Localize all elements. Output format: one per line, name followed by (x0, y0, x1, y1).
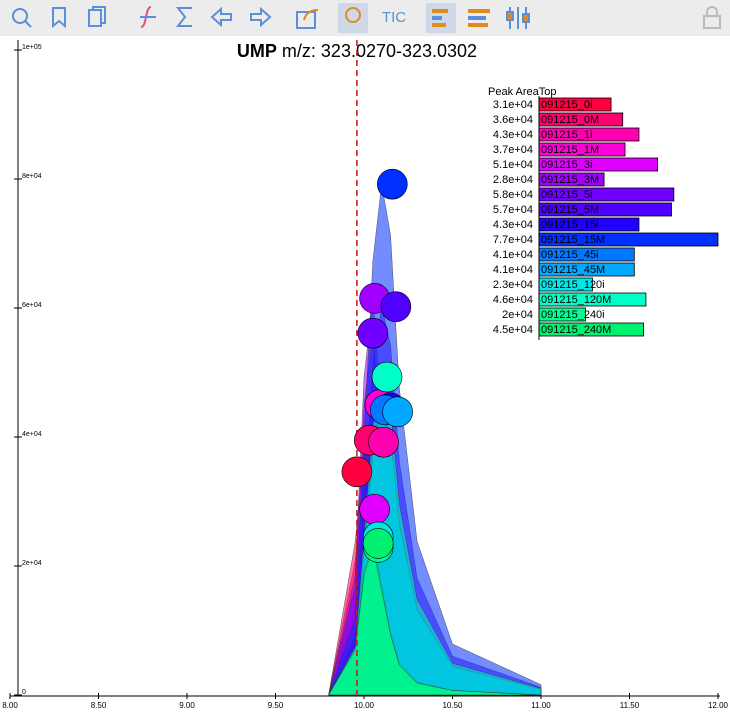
peak-marker[interactable] (357, 317, 389, 349)
legend-name: 091215_15M (541, 234, 605, 246)
peak-marker[interactable] (377, 168, 408, 200)
peak-marker[interactable] (359, 493, 390, 525)
peak-marker[interactable] (362, 528, 394, 559)
tic-button[interactable]: TIC (382, 9, 406, 26)
legend-name: 091215_120i (541, 279, 605, 291)
legend-name: 091215_3i (541, 159, 592, 171)
area-label: 4.3e+04 (493, 129, 533, 141)
x-tick-label: 11.00 (531, 701, 551, 710)
area-label: 4.3e+04 (493, 219, 533, 231)
title-compound: UMP (237, 41, 277, 61)
legend-name: 091215_45M (541, 264, 605, 276)
area-label: 4.6e+04 (493, 294, 533, 306)
legend-name: 091215_120M (541, 294, 611, 306)
legend-name: 091215_5i (541, 189, 592, 201)
peak-marker[interactable] (382, 396, 413, 428)
legend-name: 091215_240i (541, 309, 605, 321)
chromatogram-area (328, 543, 542, 696)
area-label: 5.8e+04 (493, 189, 533, 201)
area-label: 3.6e+04 (493, 114, 533, 126)
boxplot-button[interactable] (506, 7, 530, 29)
area-label: 2.8e+04 (493, 174, 533, 186)
chart: UMP m/z: 323.0270-323.0302 0 2e+04 4e+04 6e… (0, 36, 730, 717)
integrate-button[interactable] (140, 6, 156, 28)
x-tick-label: 9.50 (268, 701, 284, 710)
peak-marker[interactable] (371, 361, 403, 393)
x-tick-label: 8.50 (91, 701, 107, 710)
x-tick-label: 8.00 (2, 701, 18, 710)
area-label: 3.7e+04 (493, 144, 533, 156)
legend-name: 091215_240M (541, 324, 611, 336)
legend-name: 091215_1M (541, 144, 599, 156)
x-tick-label: 9.00 (179, 701, 195, 710)
y-tick-label: 6e+04 (22, 302, 42, 309)
title-mz: m/z: 323.0270-323.0302 (282, 41, 477, 61)
x-tick-label: 10.50 (442, 701, 463, 710)
copy-button[interactable] (88, 6, 106, 27)
x-tick-label: 12.00 (708, 701, 729, 710)
area-label: 4.1e+04 (493, 249, 533, 261)
bars-icon (432, 9, 448, 27)
y-tick-label: 4e+04 (22, 431, 42, 438)
area-label: 5.7e+04 (493, 204, 533, 216)
peak-marker[interactable] (380, 291, 412, 323)
toolbar: TIC (0, 0, 730, 36)
area-label: 2e+04 (502, 309, 533, 321)
chart-title: UMP m/z: 323.0270-323.0302 (237, 41, 477, 61)
legend-name: 091215_3M (541, 174, 599, 186)
zoom-button[interactable] (12, 8, 32, 28)
y-tick-label: 8e+04 (22, 173, 42, 180)
y-tick-label: 1e+05 (22, 44, 42, 51)
bookmark-button[interactable] (52, 7, 66, 29)
legend-title: Peak AreaTop (488, 86, 557, 98)
back-button[interactable] (210, 6, 232, 28)
legend-name: 091215_1i (541, 129, 592, 141)
legend-name: 091215_45i (541, 249, 599, 261)
legend-name: 091215_15i (541, 219, 599, 231)
area-label: 3.1e+04 (493, 99, 533, 111)
area-label: 2.3e+04 (493, 279, 533, 291)
table-button[interactable] (468, 9, 490, 27)
area-label: 7.7e+04 (493, 234, 533, 246)
lock-button[interactable] (703, 6, 721, 29)
area-label: 5.1e+04 (493, 159, 533, 171)
legend-name: 091215_0i (541, 99, 592, 111)
y-tick-label: 2e+04 (22, 560, 42, 567)
y-tick-label: 0 (22, 689, 26, 696)
x-tick-label: 10.00 (354, 701, 375, 710)
peak-marker[interactable] (341, 456, 373, 488)
area-label: 4.5e+04 (493, 324, 533, 336)
x-tick-label: 11.50 (620, 701, 640, 710)
peak-marker[interactable] (368, 426, 399, 458)
sum-button[interactable] (175, 7, 192, 27)
area-label: 4.1e+04 (493, 264, 533, 276)
peak-icon (345, 7, 361, 23)
export-button[interactable] (296, 9, 319, 29)
forward-button[interactable] (250, 6, 272, 28)
legend-name: 091215_0M (541, 114, 599, 126)
legend-name: 091215_5M (541, 204, 599, 216)
